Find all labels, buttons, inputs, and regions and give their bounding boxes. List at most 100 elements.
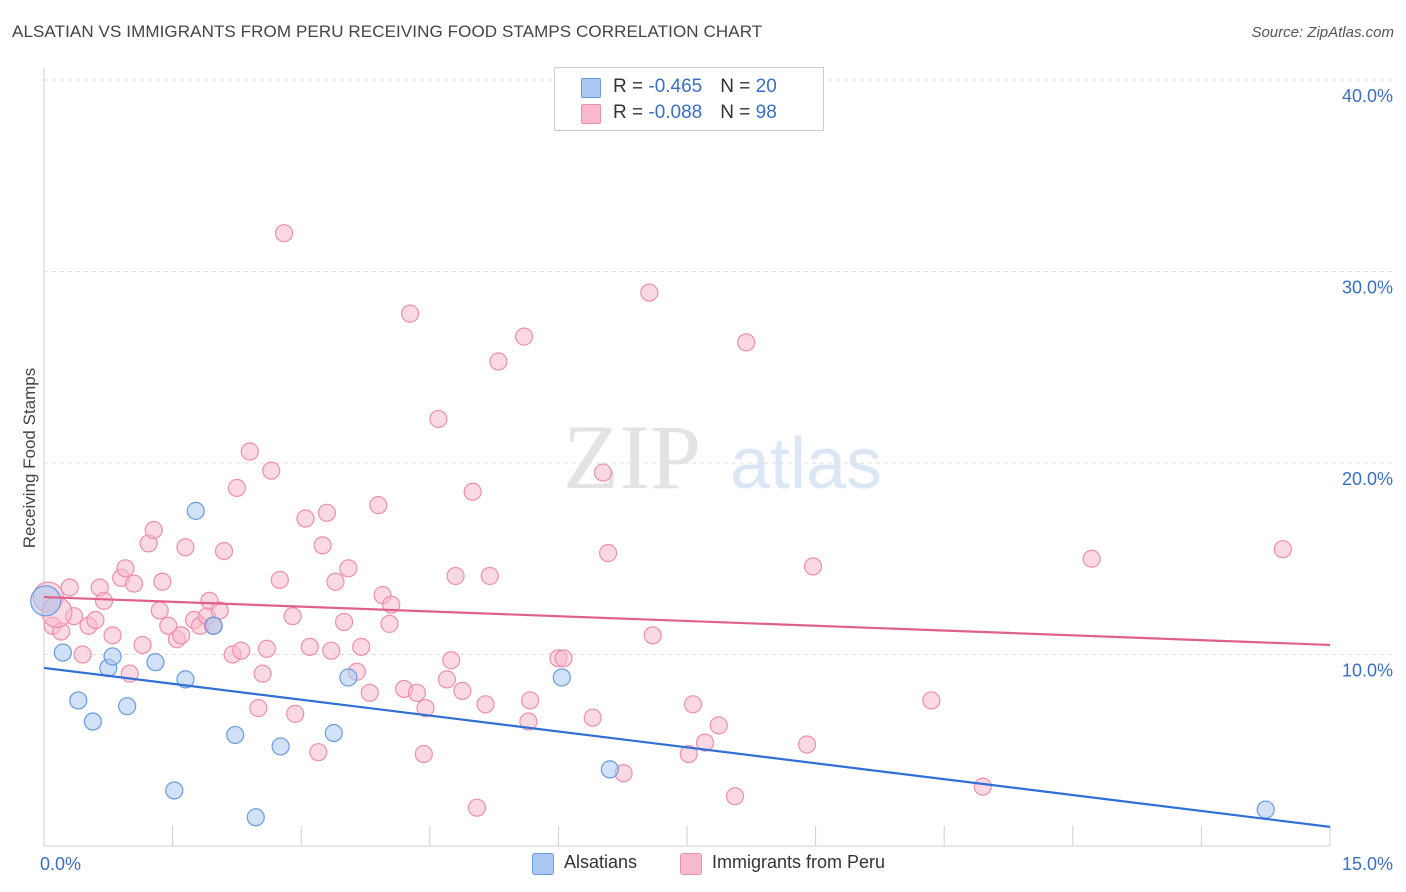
alsatian-point <box>30 585 62 617</box>
peru-point <box>270 570 289 589</box>
peru-point <box>274 224 294 243</box>
watermark: ZIP atlas <box>563 406 882 508</box>
peru-point <box>476 695 495 714</box>
peru-point <box>437 670 457 689</box>
chart-title: ALSATIAN VS IMMIGRANTS FROM PERU RECEIVI… <box>12 22 763 41</box>
peru-point <box>214 541 234 561</box>
peru-point <box>153 572 172 591</box>
peru-point <box>583 708 602 727</box>
alsatian-point <box>600 760 619 779</box>
peru-point <box>240 442 259 461</box>
peru-point <box>116 559 135 578</box>
peru-point <box>709 716 728 735</box>
peru-point <box>467 798 487 817</box>
r-value: -0.465 <box>648 76 703 97</box>
peru-point <box>515 327 534 346</box>
peru-point <box>446 566 465 586</box>
alsatian-point <box>146 653 165 672</box>
bottom-legend-label-peru: Immigrants from Peru <box>712 852 886 872</box>
peru-point <box>73 645 92 664</box>
alsatian-point <box>246 808 265 827</box>
bottom-legend-alsatians: Alsatians <box>532 852 672 876</box>
peru-point <box>322 641 341 660</box>
r-label: R = <box>613 76 649 97</box>
peru-point <box>416 699 435 718</box>
peru-point <box>262 461 281 480</box>
peru-point <box>489 352 508 371</box>
peru-point <box>103 626 122 645</box>
peru-point <box>317 503 337 522</box>
peru-point <box>683 695 703 714</box>
alsatian-point <box>186 501 205 520</box>
gridlines <box>44 79 1395 655</box>
peru-point <box>695 733 715 752</box>
x-tick-marks <box>172 826 1331 846</box>
peru-point <box>326 572 345 591</box>
peru-point <box>352 637 371 656</box>
r-value: -0.088 <box>648 102 703 123</box>
peru-point <box>124 574 144 593</box>
y-tick-label: 20.0% <box>1342 469 1393 489</box>
bottom-legend-swatch-peru <box>680 853 702 875</box>
peru-point <box>253 664 272 683</box>
peru-point <box>1273 540 1292 559</box>
peru-point <box>86 610 105 630</box>
bottom-legend-swatch-alsatians <box>532 853 554 875</box>
alsatian-point <box>103 647 122 666</box>
peru-point <box>480 566 499 586</box>
peru-point <box>60 578 79 597</box>
data-points <box>30 224 1292 827</box>
alsatian-point <box>324 723 343 743</box>
peru-point <box>300 637 319 656</box>
peru-point <box>232 641 251 660</box>
peru-point <box>176 538 195 557</box>
peru-point <box>380 614 399 633</box>
watermark-atlas: atlas <box>730 424 882 504</box>
peru-point <box>360 683 379 702</box>
peru-point <box>973 777 992 796</box>
r-label: R = <box>613 102 649 123</box>
alsatian-point <box>271 737 290 756</box>
n-value: 98 <box>755 102 777 123</box>
peru-point <box>313 536 332 555</box>
y-tick-label: 30.0% <box>1342 278 1393 298</box>
alsatian-point <box>176 670 195 689</box>
peru-point <box>172 626 191 645</box>
trend-lines <box>43 595 1331 828</box>
alsatian-point <box>339 668 358 687</box>
peru-point <box>339 559 358 578</box>
peru-point <box>414 744 433 764</box>
source-attribution: Source: ZipAtlas.com <box>1251 24 1394 41</box>
peru-point <box>442 651 461 670</box>
peru-point <box>463 482 482 501</box>
n-value: 20 <box>755 76 777 97</box>
peru-point <box>133 635 152 655</box>
peru-point <box>150 601 169 620</box>
x-tick-label: 15.0% <box>1342 854 1393 874</box>
peru-point <box>737 333 756 352</box>
alsatian-point <box>83 712 102 731</box>
peru-point <box>283 607 302 626</box>
peru-trend-line <box>43 595 1331 647</box>
peru-point <box>453 681 472 700</box>
watermark-zip: ZIP <box>563 406 701 508</box>
x-tick-label: 0.0% <box>40 854 81 874</box>
y-tick-label: 10.0% <box>1342 661 1393 681</box>
peru-point <box>599 543 618 563</box>
peru-point <box>400 304 420 323</box>
alsatian-point <box>226 725 245 745</box>
legend-swatch-peru <box>581 104 601 124</box>
alsatian-trend-line <box>43 666 1331 828</box>
n-label: N = <box>720 102 756 123</box>
peru-point <box>725 787 745 806</box>
peru-point <box>797 735 817 754</box>
peru-point <box>94 591 114 610</box>
peru-point <box>922 691 941 710</box>
alsatian-point <box>204 616 223 635</box>
bottom-legend-peru: Immigrants from Peru <box>680 852 920 876</box>
peru-point <box>309 743 328 762</box>
peru-point <box>593 463 613 482</box>
x-tick-labels: 0.0% 15.0% <box>40 854 1393 874</box>
peru-point <box>334 612 354 632</box>
peru-point <box>554 649 573 668</box>
